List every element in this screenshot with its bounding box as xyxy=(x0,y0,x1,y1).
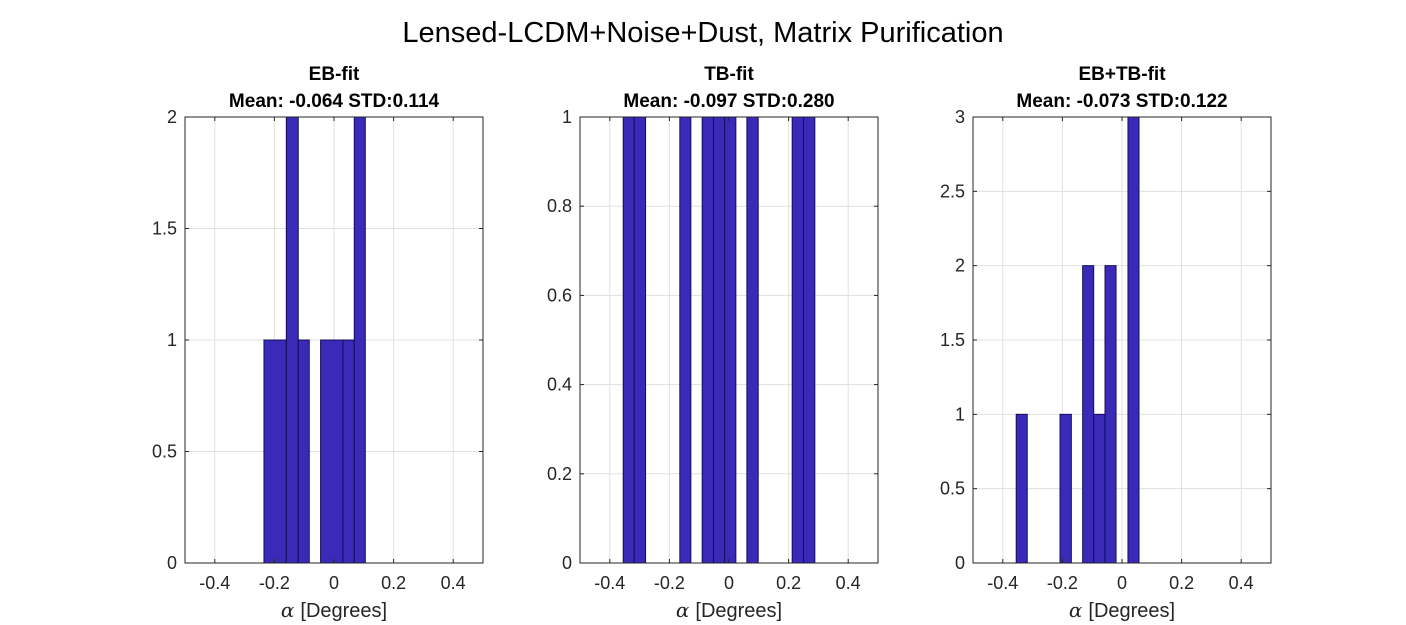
y-tick-label: 3 xyxy=(955,107,965,127)
histogram-bar xyxy=(1015,413,1028,564)
y-tick-label: 1 xyxy=(167,330,177,350)
subplot-stats: Mean: -0.064 STD:0.114 xyxy=(229,91,440,112)
x-tick-label: 0.4 xyxy=(1229,573,1254,593)
x-tick-label: 0 xyxy=(724,573,734,593)
histogram-bar xyxy=(679,116,692,564)
axes-box xyxy=(579,116,879,564)
histogram-bar xyxy=(342,339,355,564)
y-tick-label: 0.5 xyxy=(152,442,177,462)
histogram-bar xyxy=(1104,265,1117,564)
histogram-bar xyxy=(1093,413,1106,564)
x-tick-label: -0.2 xyxy=(654,573,685,593)
histogram-bar xyxy=(1059,413,1072,564)
x-tick-label: 0 xyxy=(329,573,339,593)
subplot-eb-fit: EB-fit Mean: -0.064 STD:0.114 -0.4 -0.2 0 0… xyxy=(152,64,484,622)
y-tick-label: 0 xyxy=(562,553,572,573)
tick-labels: -0.4 -0.2 0 0.2 0.4 0 0.5 1 1.5 2 xyxy=(152,107,466,593)
subplot-eb-tb-fit: EB+TB-fit Mean: -0.073 STD:0.122 -0.4 -0.… xyxy=(940,64,1272,622)
x-tick-label: 0 xyxy=(1117,573,1127,593)
histogram-bar xyxy=(622,116,635,564)
histogram-bar xyxy=(803,116,816,564)
subplot-tb-fit: TB-fit Mean: -0.097 STD:0.280 -0.4 -0.2 0 0… xyxy=(547,64,879,622)
x-tick-label: -0.4 xyxy=(594,573,625,593)
y-tick-label: 0.2 xyxy=(547,464,572,484)
histogram-bar xyxy=(724,116,737,564)
tick-labels: -0.4 -0.2 0 0.2 0.4 0 0.5 1 1.5 2 2.5 3 xyxy=(940,107,1254,593)
x-axis-label: α [Degrees] xyxy=(676,598,782,622)
x-tick-label: 0.4 xyxy=(836,573,861,593)
figure-title: Lensed-LCDM+Noise+Dust, Matrix Purificat… xyxy=(402,17,1003,49)
bars xyxy=(622,116,816,564)
x-axis-label: α [Degrees] xyxy=(1069,598,1175,622)
histogram-bar xyxy=(285,116,299,564)
tick-labels: -0.4 -0.2 0 0.2 0.4 0 0.2 0.4 0.6 0.8 1 xyxy=(547,107,861,593)
y-tick-label: 2 xyxy=(167,107,177,127)
x-axis-label: α [Degrees] xyxy=(281,598,387,622)
y-tick-label: 0.6 xyxy=(547,285,572,305)
x-tick-label: -0.2 xyxy=(1047,573,1078,593)
subplot-stats: Mean: -0.097 STD:0.280 xyxy=(623,91,834,112)
histogram-bar xyxy=(297,339,310,564)
y-tick-label: 0 xyxy=(167,553,177,573)
axes-box xyxy=(184,116,484,564)
histogram-bar xyxy=(713,116,726,564)
histogram-bar xyxy=(353,116,366,564)
histogram-bar xyxy=(791,116,805,564)
x-tick-label: 0.2 xyxy=(1169,573,1194,593)
y-tick-label: 2.5 xyxy=(940,181,965,201)
subplot-title: EB-fit xyxy=(309,64,360,85)
x-tick-label: 0.2 xyxy=(776,573,801,593)
histogram-bar xyxy=(1127,116,1140,564)
subplot-stats: Mean: -0.073 STD:0.122 xyxy=(1016,91,1227,112)
x-tick-label: 0.2 xyxy=(381,573,406,593)
histogram-bar xyxy=(633,116,647,564)
y-tick-label: 0 xyxy=(955,553,965,573)
histogram-bar xyxy=(746,116,759,564)
y-tick-label: 1.5 xyxy=(152,219,177,239)
x-tick-label: -0.4 xyxy=(199,573,230,593)
y-tick-label: 1 xyxy=(562,107,572,127)
x-tick-label: 0.4 xyxy=(441,573,466,593)
histogram-bar xyxy=(320,339,344,564)
subplot-title: EB+TB-fit xyxy=(1078,64,1166,85)
histogram-bar xyxy=(1082,265,1095,564)
y-tick-label: 0.5 xyxy=(940,479,965,499)
subplot-title: TB-fit xyxy=(704,64,754,85)
y-tick-label: 2 xyxy=(955,256,965,276)
axes-box xyxy=(972,116,1272,564)
histogram-bar xyxy=(701,116,715,564)
x-tick-label: -0.2 xyxy=(259,573,290,593)
y-tick-label: 1 xyxy=(955,404,965,424)
y-tick-label: 0.8 xyxy=(547,196,572,216)
x-tick-label: -0.4 xyxy=(987,573,1018,593)
y-tick-label: 0.4 xyxy=(547,375,572,395)
y-tick-label: 1.5 xyxy=(940,330,965,350)
histogram-bar xyxy=(263,339,287,564)
bars xyxy=(263,116,366,564)
